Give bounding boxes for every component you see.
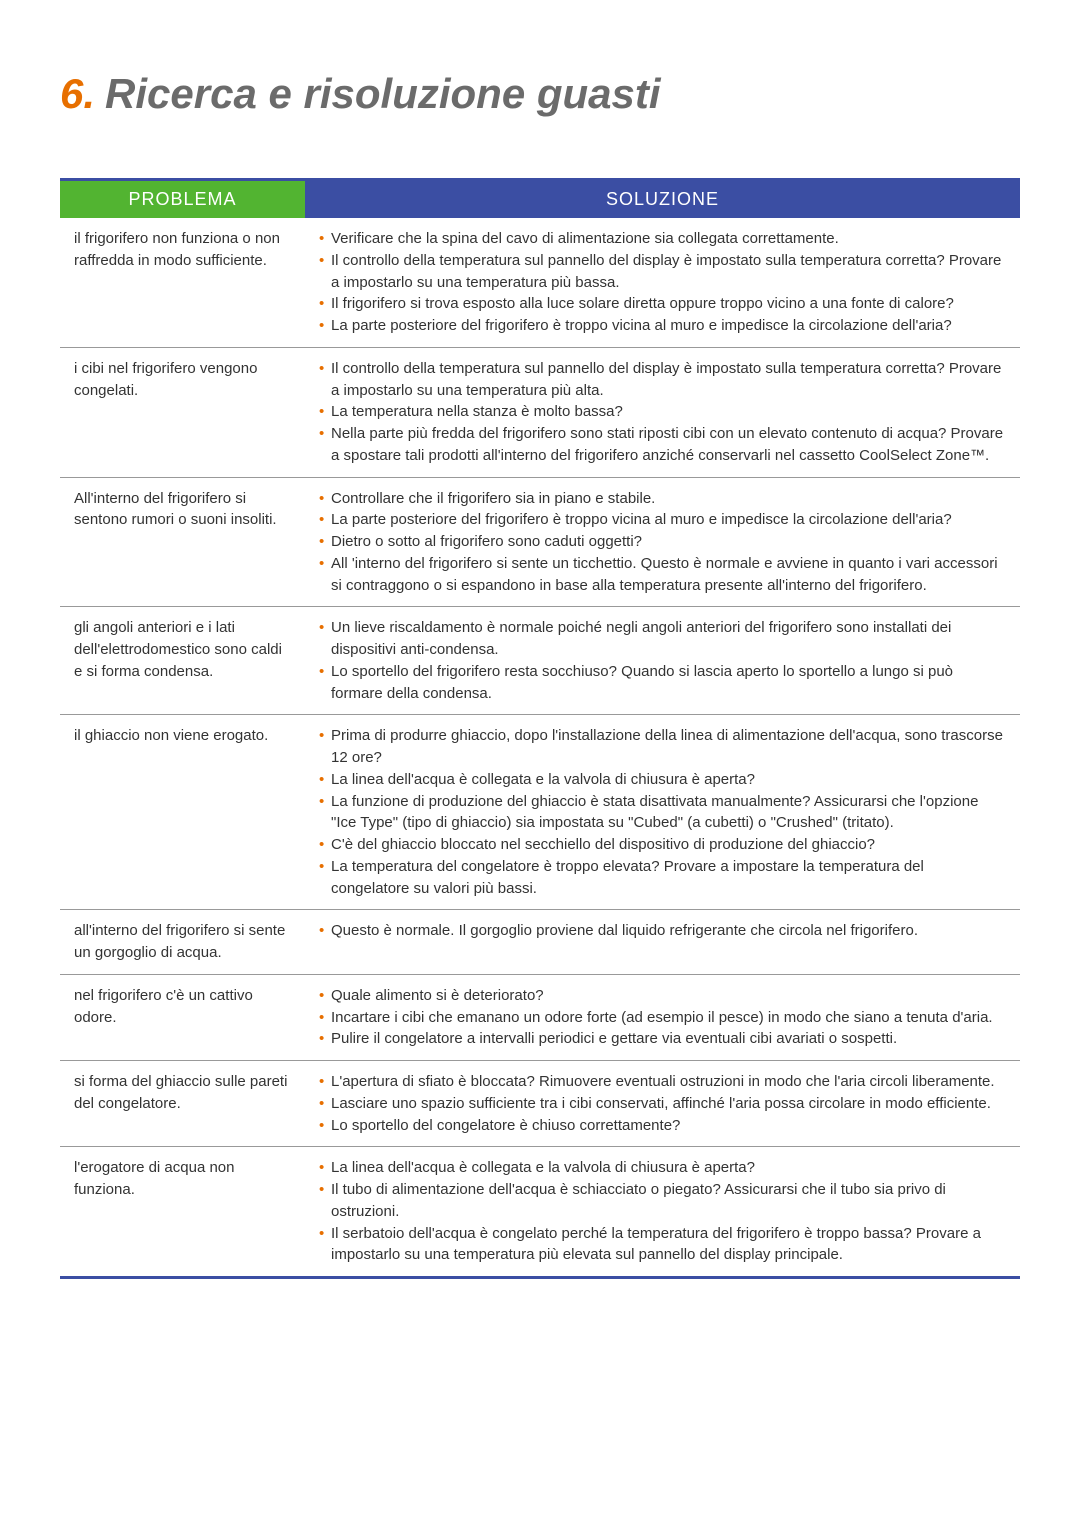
table-row: nel frigorifero c'è un cattivo odore.Qua… xyxy=(60,974,1020,1060)
problem-cell: nel frigorifero c'è un cattivo odore. xyxy=(60,974,305,1060)
solution-item: Incartare i cibi che emanano un odore fo… xyxy=(319,1007,1006,1029)
problem-cell: gli angoli anteriori e i lati dell'elett… xyxy=(60,607,305,715)
solution-list: Controllare che il frigorifero sia in pi… xyxy=(319,488,1006,597)
solution-list: Un lieve riscaldamento è normale poiché … xyxy=(319,617,1006,704)
solution-list: Il controllo della temperatura sul panne… xyxy=(319,358,1006,467)
solution-item: Il frigorifero si trova esposto alla luc… xyxy=(319,293,1006,315)
solution-item: Lasciare uno spazio sufficiente tra i ci… xyxy=(319,1093,1006,1115)
solution-item: La parte posteriore del frigorifero è tr… xyxy=(319,315,1006,337)
solution-item: La temperatura del congelatore è troppo … xyxy=(319,856,1006,900)
troubleshooting-table: PROBLEMA SOLUZIONE il frigorifero non fu… xyxy=(60,178,1020,1279)
table-row: il frigorifero non funziona o non raffre… xyxy=(60,218,1020,347)
solution-cell: Questo è normale. Il gorgoglio proviene … xyxy=(305,910,1020,975)
column-header-problem: PROBLEMA xyxy=(60,180,305,219)
solution-cell: Il controllo della temperatura sul panne… xyxy=(305,347,1020,477)
solution-cell: Prima di produrre ghiaccio, dopo l'insta… xyxy=(305,715,1020,910)
solution-item: Il controllo della temperatura sul panne… xyxy=(319,250,1006,294)
section-title: Ricerca e risoluzione guasti xyxy=(105,70,661,118)
solution-cell: Verificare che la spina del cavo di alim… xyxy=(305,218,1020,347)
section-heading: 6. Ricerca e risoluzione guasti xyxy=(60,70,1020,118)
problem-cell: si forma del ghiaccio sulle pareti del c… xyxy=(60,1061,305,1147)
solution-cell: L'apertura di sfiato è bloccata? Rimuove… xyxy=(305,1061,1020,1147)
solution-item: Verificare che la spina del cavo di alim… xyxy=(319,228,1006,250)
table-body: il frigorifero non funziona o non raffre… xyxy=(60,218,1020,1278)
solution-item: Controllare che il frigorifero sia in pi… xyxy=(319,488,1006,510)
table-header-row: PROBLEMA SOLUZIONE xyxy=(60,180,1020,219)
problem-cell: il ghiaccio non viene erogato. xyxy=(60,715,305,910)
table-row: i cibi nel frigorifero vengono congelati… xyxy=(60,347,1020,477)
solution-item: Il tubo di alimentazione dell'acqua è sc… xyxy=(319,1179,1006,1223)
solution-list: Prima di produrre ghiaccio, dopo l'insta… xyxy=(319,725,1006,899)
solution-list: Quale alimento si è deteriorato?Incartar… xyxy=(319,985,1006,1050)
solution-list: La linea dell'acqua è collegata e la val… xyxy=(319,1157,1006,1266)
solution-list: Questo è normale. Il gorgoglio proviene … xyxy=(319,920,1006,942)
problem-cell: l'erogatore di acqua non funziona. xyxy=(60,1147,305,1278)
solution-cell: La linea dell'acqua è collegata e la val… xyxy=(305,1147,1020,1278)
solution-list: Verificare che la spina del cavo di alim… xyxy=(319,228,1006,337)
solution-cell: Controllare che il frigorifero sia in pi… xyxy=(305,477,1020,607)
solution-cell: Un lieve riscaldamento è normale poiché … xyxy=(305,607,1020,715)
solution-item: Il serbatoio dell'acqua è congelato perc… xyxy=(319,1223,1006,1267)
solution-item: All 'interno del frigorifero si sente un… xyxy=(319,553,1006,597)
table-row: All'interno del frigorifero si sentono r… xyxy=(60,477,1020,607)
solution-item: Un lieve riscaldamento è normale poiché … xyxy=(319,617,1006,661)
solution-item: La linea dell'acqua è collegata e la val… xyxy=(319,1157,1006,1179)
solution-list: L'apertura di sfiato è bloccata? Rimuove… xyxy=(319,1071,1006,1136)
solution-item: Dietro o sotto al frigorifero sono cadut… xyxy=(319,531,1006,553)
table-row: gli angoli anteriori e i lati dell'elett… xyxy=(60,607,1020,715)
solution-item: La parte posteriore del frigorifero è tr… xyxy=(319,509,1006,531)
solution-item: Quale alimento si è deteriorato? xyxy=(319,985,1006,1007)
section-number: 6. xyxy=(60,70,95,118)
solution-item: Prima di produrre ghiaccio, dopo l'insta… xyxy=(319,725,1006,769)
solution-cell: Quale alimento si è deteriorato?Incartar… xyxy=(305,974,1020,1060)
solution-item: C'è del ghiaccio bloccato nel secchiello… xyxy=(319,834,1006,856)
solution-item: La temperatura nella stanza è molto bass… xyxy=(319,401,1006,423)
column-header-solution: SOLUZIONE xyxy=(305,180,1020,219)
solution-item: Lo sportello del congelatore è chiuso co… xyxy=(319,1115,1006,1137)
solution-item: Nella parte più fredda del frigorifero s… xyxy=(319,423,1006,467)
solution-item: La linea dell'acqua è collegata e la val… xyxy=(319,769,1006,791)
solution-item: La funzione di produzione del ghiaccio è… xyxy=(319,791,1006,835)
table-row: all'interno del frigorifero si sente un … xyxy=(60,910,1020,975)
solution-item: Lo sportello del frigorifero resta socch… xyxy=(319,661,1006,705)
solution-item: L'apertura di sfiato è bloccata? Rimuove… xyxy=(319,1071,1006,1093)
solution-item: Pulire il congelatore a intervalli perio… xyxy=(319,1028,1006,1050)
table-row: si forma del ghiaccio sulle pareti del c… xyxy=(60,1061,1020,1147)
problem-cell: i cibi nel frigorifero vengono congelati… xyxy=(60,347,305,477)
table-row: il ghiaccio non viene erogato. Prima di p… xyxy=(60,715,1020,910)
solution-item: Questo è normale. Il gorgoglio proviene … xyxy=(319,920,1006,942)
table-row: l'erogatore di acqua non funziona. La lin… xyxy=(60,1147,1020,1278)
problem-cell: All'interno del frigorifero si sentono r… xyxy=(60,477,305,607)
problem-cell: il frigorifero non funziona o non raffre… xyxy=(60,218,305,347)
solution-item: Il controllo della temperatura sul panne… xyxy=(319,358,1006,402)
problem-cell: all'interno del frigorifero si sente un … xyxy=(60,910,305,975)
